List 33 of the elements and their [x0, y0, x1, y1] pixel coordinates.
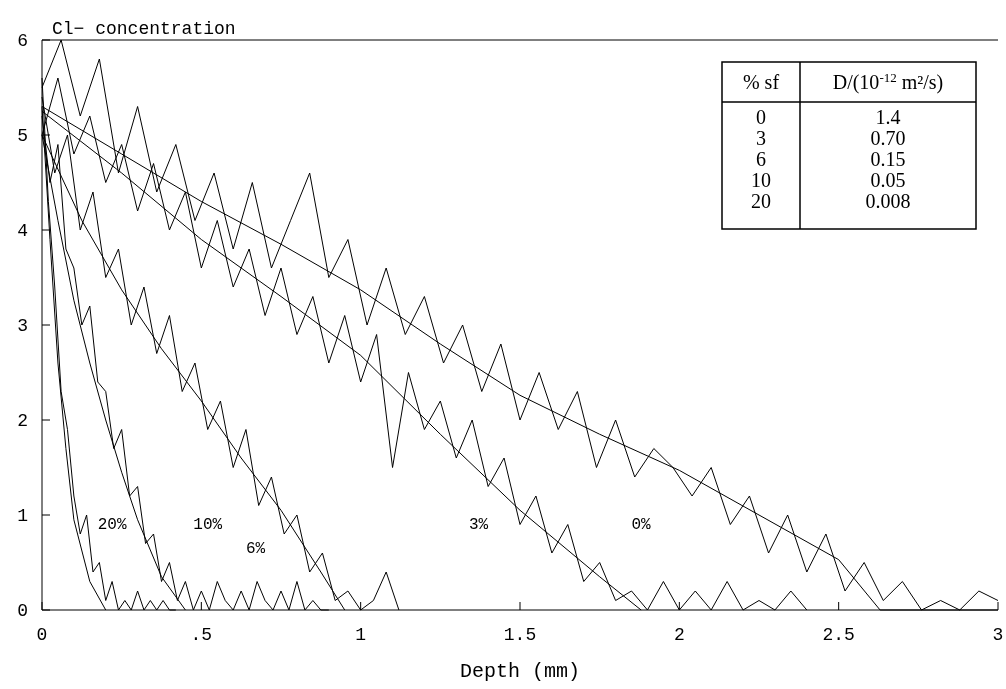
- annotation: 0: [756, 106, 766, 128]
- y-tick-label: 3: [17, 316, 28, 337]
- y-tick-label: 4: [17, 221, 28, 242]
- y-tick-label: 0: [17, 601, 28, 622]
- text: 0%: [631, 516, 652, 535]
- annotation: % sf: [742, 71, 780, 93]
- x-tick-label: .5: [190, 625, 213, 645]
- series-label: 6%: [245, 540, 266, 558]
- x-tick-label: 3: [992, 625, 1004, 645]
- annotation: 0.05: [870, 169, 906, 191]
- text: 10%: [193, 516, 223, 535]
- annotation: 6: [756, 148, 766, 170]
- annotation: 3: [756, 127, 766, 149]
- annotation: 0.15: [870, 148, 906, 170]
- x-tick-label: 2.5: [822, 625, 855, 645]
- annotation: D/(10$^{-12}$ m²/s): [832, 69, 944, 94]
- annotation: 0.008: [865, 190, 911, 212]
- annotation: 0.70: [870, 127, 906, 149]
- annotation: 1.4: [875, 106, 901, 128]
- series-label: 3%: [468, 516, 489, 535]
- y-tick-label: 2: [17, 411, 28, 432]
- y-axis-title: Cl− concentration: [52, 19, 236, 39]
- x-tick-label: 1: [355, 625, 367, 645]
- y-tick-label: 5: [17, 126, 28, 147]
- annotation: 20: [751, 190, 771, 212]
- x-tick-label: 0: [36, 625, 48, 645]
- x-tick-label: 1.5: [503, 625, 537, 645]
- y-tick-label: 1: [17, 506, 28, 527]
- y-tick-label: 6: [17, 31, 28, 52]
- annotation: 10: [751, 169, 771, 191]
- x-tick-label: 2: [673, 625, 685, 645]
- series-label: 20%: [97, 516, 127, 535]
- x-axis-title: Depth (mm): [459, 660, 581, 683]
